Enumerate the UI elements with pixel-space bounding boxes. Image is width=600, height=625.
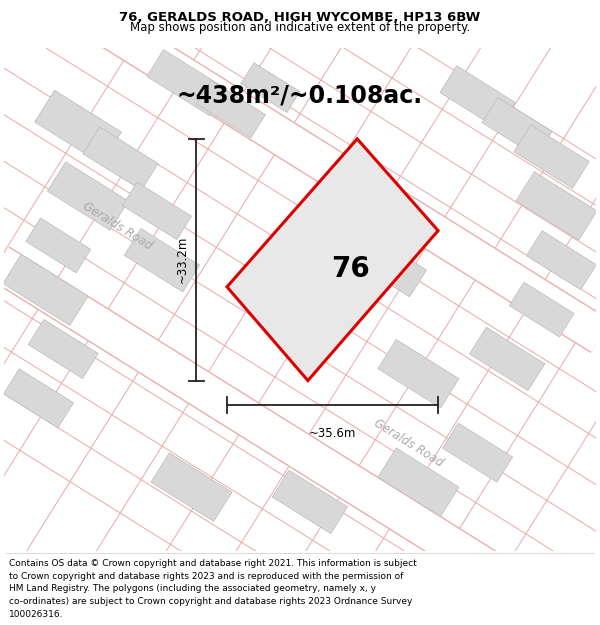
Text: 76: 76	[331, 255, 370, 283]
Polygon shape	[26, 218, 91, 273]
Polygon shape	[4, 369, 74, 428]
Polygon shape	[516, 172, 597, 240]
Polygon shape	[83, 127, 158, 190]
Polygon shape	[47, 162, 128, 231]
Polygon shape	[470, 328, 545, 391]
Polygon shape	[378, 448, 459, 516]
Text: 100026316.: 100026316.	[9, 610, 64, 619]
Text: Geralds Road: Geralds Road	[80, 199, 155, 252]
Polygon shape	[227, 139, 438, 381]
Polygon shape	[482, 98, 552, 157]
Polygon shape	[147, 49, 226, 116]
Text: HM Land Registry. The polygons (including the associated geometry, namely x, y: HM Land Registry. The polygons (includin…	[9, 584, 376, 594]
Polygon shape	[241, 62, 300, 112]
Polygon shape	[509, 282, 574, 337]
Polygon shape	[196, 81, 265, 138]
Polygon shape	[443, 423, 512, 482]
Polygon shape	[526, 231, 596, 290]
Polygon shape	[151, 453, 232, 521]
Polygon shape	[35, 90, 121, 164]
Polygon shape	[514, 125, 589, 188]
Polygon shape	[378, 339, 459, 408]
Polygon shape	[122, 182, 191, 239]
Text: co-ordinates) are subject to Crown copyright and database rights 2023 Ordnance S: co-ordinates) are subject to Crown copyr…	[9, 598, 412, 606]
Text: Geralds Road: Geralds Road	[371, 416, 446, 469]
Text: 76, GERALDS ROAD, HIGH WYCOMBE, HP13 6BW: 76, GERALDS ROAD, HIGH WYCOMBE, HP13 6BW	[119, 11, 481, 24]
Polygon shape	[28, 319, 98, 379]
Text: Map shows position and indicative extent of the property.: Map shows position and indicative extent…	[130, 21, 470, 34]
Text: ~35.6m: ~35.6m	[309, 427, 356, 440]
Text: to Crown copyright and database rights 2023 and is reproduced with the permissio: to Crown copyright and database rights 2…	[9, 571, 403, 581]
Polygon shape	[124, 229, 200, 292]
Polygon shape	[272, 470, 347, 534]
Polygon shape	[3, 254, 88, 326]
Text: ~438m²/~0.108ac.: ~438m²/~0.108ac.	[177, 84, 423, 107]
Polygon shape	[440, 66, 515, 129]
Text: ~33.2m: ~33.2m	[176, 236, 189, 283]
Polygon shape	[351, 234, 427, 297]
Text: Contains OS data © Crown copyright and database right 2021. This information is : Contains OS data © Crown copyright and d…	[9, 559, 417, 568]
